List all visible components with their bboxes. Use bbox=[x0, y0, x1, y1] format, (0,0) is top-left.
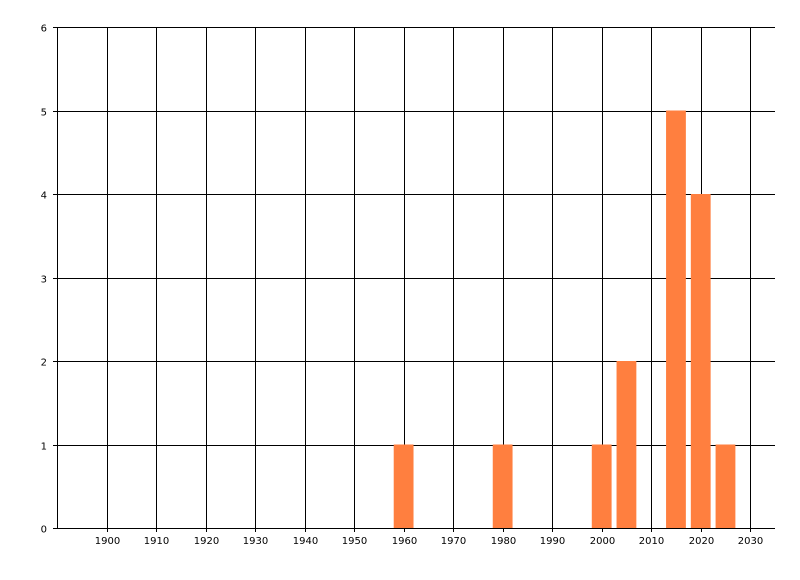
x-tick-label: 1970 bbox=[441, 536, 466, 547]
bars bbox=[393, 110, 736, 528]
x-tick-label: 1920 bbox=[194, 536, 219, 547]
bar bbox=[393, 444, 414, 528]
bar bbox=[591, 444, 612, 528]
x-tick-label: 1940 bbox=[293, 536, 318, 547]
bar bbox=[492, 444, 513, 528]
y-tick-label: 6 bbox=[41, 24, 47, 35]
x-tick-label: 1930 bbox=[243, 536, 268, 547]
axes bbox=[57, 27, 775, 529]
y-tick-label: 3 bbox=[41, 275, 47, 286]
bar bbox=[666, 110, 686, 528]
y-tick-label: 4 bbox=[41, 191, 47, 202]
bar bbox=[690, 194, 711, 528]
x-tick-label: 1950 bbox=[342, 536, 367, 547]
x-tick-label: 2000 bbox=[590, 536, 615, 547]
tick-labels: 1900 1910 1920 1930 1940 1950 1960 1970 1980 1990… bbox=[41, 24, 764, 548]
y-tick-label: 5 bbox=[41, 108, 47, 119]
y-tick-label: 1 bbox=[41, 442, 47, 453]
x-tick-label: 1960 bbox=[392, 536, 417, 547]
bar bbox=[616, 361, 637, 528]
x-tick-label: 2020 bbox=[689, 536, 714, 547]
bar bbox=[715, 444, 736, 528]
x-tick-label: 1990 bbox=[540, 536, 565, 547]
y-tick-label: 2 bbox=[41, 358, 47, 369]
x-tick-label: 1910 bbox=[144, 536, 169, 547]
x-tick-label: 1900 bbox=[95, 536, 120, 547]
x-tick-label: 2030 bbox=[738, 536, 763, 547]
x-tick-label: 1980 bbox=[491, 536, 516, 547]
x-tick-label: 2010 bbox=[639, 536, 664, 547]
y-tick-label: 0 bbox=[41, 525, 47, 536]
